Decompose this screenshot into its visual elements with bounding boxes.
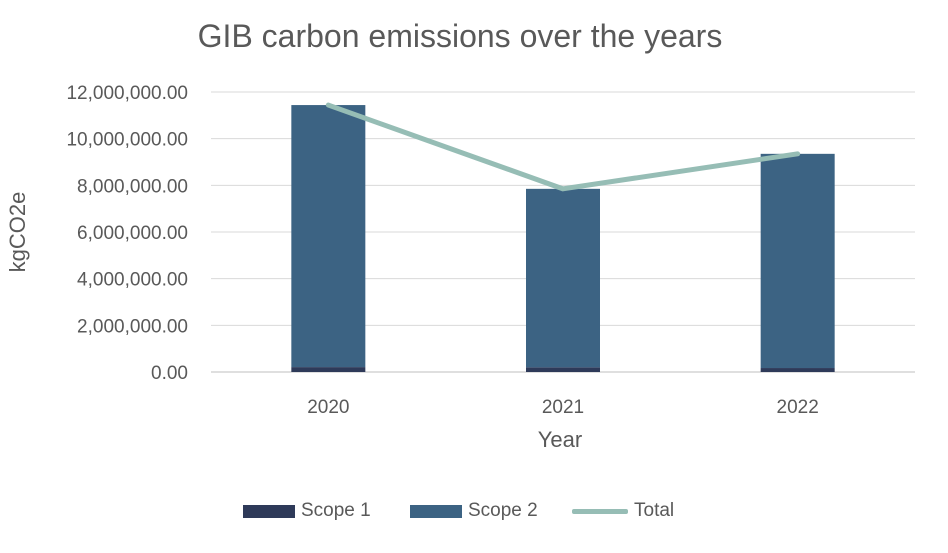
legend-item-scope-1: Scope 1 bbox=[243, 500, 371, 522]
legend-label-scope-1: Scope 1 bbox=[301, 500, 371, 521]
legend-item-scope-2: Scope 2 bbox=[410, 500, 538, 522]
bar-scope-1 bbox=[291, 367, 366, 372]
y-tick-label: 4,000,000.00 bbox=[77, 270, 188, 291]
bar-scope-2 bbox=[526, 188, 600, 368]
bar-scope-2 bbox=[291, 105, 366, 368]
line-total bbox=[325, 102, 801, 192]
legend-swatch-scope-1 bbox=[243, 504, 295, 518]
legend-label-total: Total bbox=[634, 500, 675, 521]
y-tick-label: 0.00 bbox=[151, 363, 188, 384]
bar-scope-1 bbox=[526, 367, 600, 372]
legend-item-total: Total bbox=[572, 500, 674, 522]
y-tick-label: 6,000,000.00 bbox=[77, 223, 188, 244]
chart-title: GIB carbon emissions over the years bbox=[197, 18, 723, 54]
y-tick-label: 10,000,000.00 bbox=[66, 130, 188, 151]
legend: Scope 1 Scope 2 Total bbox=[0, 500, 948, 526]
x-tick-label: 2020 bbox=[307, 397, 349, 418]
legend-swatch-scope-2 bbox=[410, 504, 462, 518]
bar-scope-2 bbox=[760, 153, 835, 369]
y-tick-label: 12,000,000.00 bbox=[66, 83, 188, 104]
bar-scope-1 bbox=[760, 368, 835, 372]
x-axis-label: Year bbox=[537, 427, 583, 452]
x-tick-label: 2022 bbox=[777, 397, 819, 418]
y-tick-label: 8,000,000.00 bbox=[77, 176, 188, 197]
x-tick-label: 2021 bbox=[542, 397, 584, 418]
legend-swatch-total bbox=[572, 508, 628, 514]
y-tick-label: 2,000,000.00 bbox=[77, 316, 188, 337]
legend-label-scope-2: Scope 2 bbox=[468, 500, 538, 521]
